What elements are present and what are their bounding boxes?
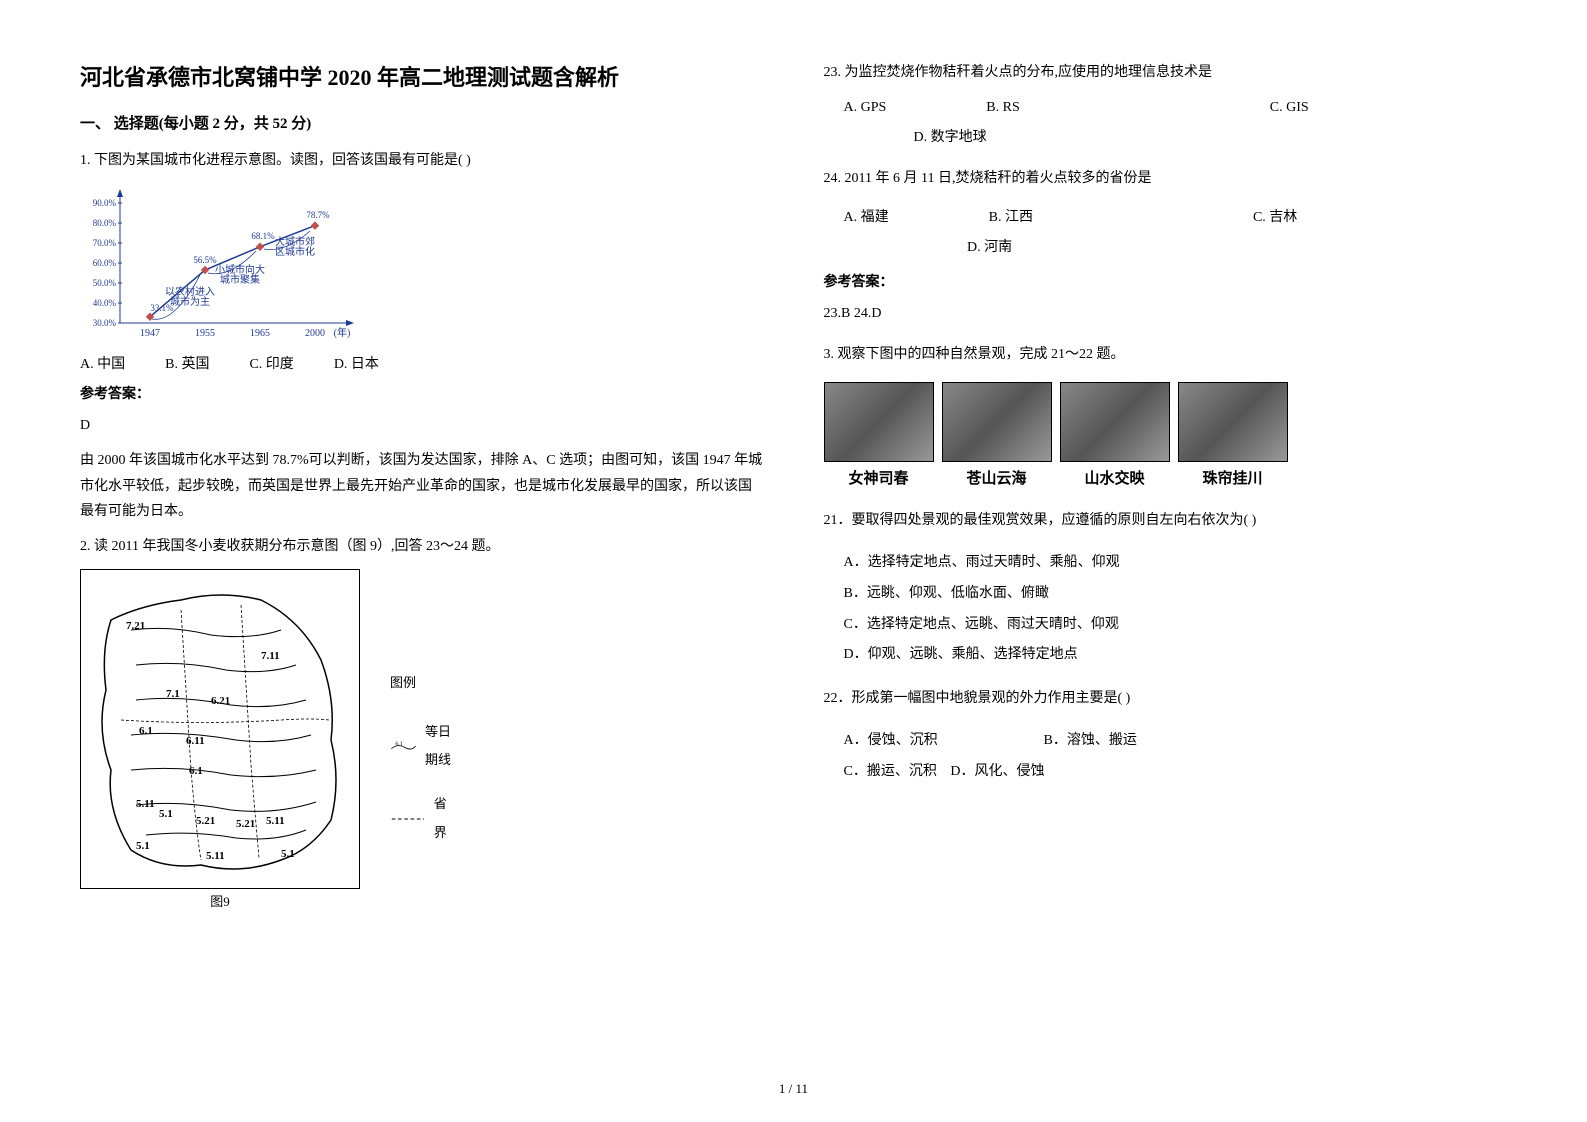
wheat-harvest-map: 7.21 7.11 7.1 6.21 6.1 6.11 6.1 5.11 5.1…	[80, 569, 460, 909]
q22-opt-b: B．溶蚀、搬运	[1044, 726, 1137, 757]
map-date-12: 5.1	[136, 840, 150, 852]
q3-stem: 3. 观察下图中的四种自然景观，完成 21～22 题。	[824, 342, 1508, 367]
map-figure-label: 图9	[210, 891, 230, 910]
data-label-3: 78.7%	[306, 210, 330, 220]
ytick-60: 60.0%	[93, 258, 117, 268]
svg-text:6.1: 6.1	[395, 742, 403, 748]
q23-24-answers: 23.B 24.D	[824, 301, 1508, 326]
x-axis-label: (年)	[334, 326, 351, 339]
q22-stem: 22．形成第一幅图中地貌景观的外力作用主要是( )	[824, 686, 1508, 711]
xtick-2000: 2000	[305, 328, 325, 339]
q23-options: A. GPS B. RS C. GIS	[844, 100, 1508, 116]
q22-opt-d: D．风化、侵蚀	[950, 764, 1044, 779]
annot-0-line2: 城市为主	[170, 295, 210, 308]
map-date-14: 5.1	[281, 848, 295, 860]
q21-opt-b: B．远眺、仰观、低临水面、俯瞰	[844, 579, 1508, 610]
legend-isoline-label: 等日期线	[425, 718, 460, 775]
map-date-5: 6.11	[186, 735, 205, 747]
landscape-labels: 女神司春 苍山云海 山水交映 珠帘挂川	[824, 467, 1508, 488]
map-date-10: 5.21	[236, 818, 255, 830]
landscape-img-3	[1178, 382, 1288, 462]
q24-opt-a: A. 福建	[844, 206, 889, 226]
map-date-1: 7.11	[261, 650, 280, 662]
ytick-80: 80.0%	[93, 218, 117, 228]
annot-2-line2: 区城市化	[275, 245, 315, 258]
q24-options-row1: A. 福建 B. 江西 C. 吉林	[844, 206, 1508, 226]
urbanization-chart: 30.0% 40.0% 50.0% 60.0% 70.0% 80.0% 90.0…	[80, 183, 360, 343]
q21-stem: 21．要取得四处景观的最佳观赏效果，应遵循的原则自左向右依次为( )	[824, 508, 1508, 533]
map-date-6: 6.1	[189, 765, 203, 777]
q1-options: A. 中国 B. 英国 C. 印度 D. 日本	[80, 353, 764, 373]
annot-1-line2: 城市聚集	[220, 273, 260, 286]
q1-answer-header: 参考答案：	[80, 383, 764, 403]
landscape-label-0: 女神司春	[824, 467, 934, 488]
landscape-img-2	[1060, 382, 1170, 462]
q23-stem: 23. 为监控焚烧作物秸秆着火点的分布,应使用的地理信息技术是	[824, 60, 1508, 85]
map-date-2: 7.1	[166, 688, 180, 700]
q22-opt-c: C．搬运、沉积	[844, 764, 937, 779]
map-date-11: 5.11	[266, 815, 285, 827]
q24-opt-d: D. 河南	[967, 240, 1012, 255]
landscape-label-2: 山水交映	[1060, 467, 1170, 488]
legend-province: 省 界	[390, 790, 460, 847]
q21-opt-c: C．选择特定地点、远眺、雨过天晴时、仰观	[844, 610, 1508, 641]
q21-opt-d: D．仰观、远眺、乘船、选择特定地点	[844, 640, 1508, 671]
legend-title: 图例	[390, 669, 460, 698]
landscape-images	[824, 382, 1508, 462]
q1-explanation: 由 2000 年该国城市化水平达到 78.7%可以判断，该国为发达国家，排除 A…	[80, 448, 764, 524]
legend-province-label: 省 界	[434, 790, 460, 847]
map-legend: 图例 6.1 等日期线 省 界	[390, 569, 460, 909]
legend-isoline: 6.1 等日期线	[390, 718, 460, 775]
q23-opt-b: B. RS	[986, 100, 1019, 116]
q1-stem: 1. 下图为某国城市化进程示意图。读图，回答该国最有可能是( )	[80, 148, 764, 173]
q24-opt-c: C. 吉林	[1253, 206, 1297, 226]
q23-opt-a: A. GPS	[844, 100, 887, 116]
xtick-1965: 1965	[250, 328, 270, 339]
q1-opt-d: D. 日本	[334, 353, 379, 373]
data-label-2: 68.1%	[251, 231, 275, 241]
q1-opt-c: C. 印度	[249, 353, 293, 373]
q24-stem: 24. 2011 年 6 月 11 日,焚烧秸秆的着火点较多的省份是	[824, 166, 1508, 191]
q21-opt-a: A．选择特定地点、雨过天晴时、乘船、仰观	[844, 548, 1508, 579]
map-date-7: 5.11	[136, 798, 155, 810]
ytick-40: 40.0%	[93, 298, 117, 308]
landscape-label-1: 苍山云海	[942, 467, 1052, 488]
q22-options: A．侵蚀、沉积 B．溶蚀、搬运 C．搬运、沉积 D．风化、侵蚀	[844, 726, 1508, 788]
q24-opt-b: B. 江西	[989, 206, 1033, 226]
q24-answer-header: 参考答案：	[824, 271, 1508, 291]
q2-stem: 2. 读 2011 年我国冬小麦收获期分布示意图（图 9）,回答 23～24 题…	[80, 534, 764, 559]
q21-options: A．选择特定地点、雨过天晴时、乘船、仰观 B．远眺、仰观、低临水面、俯瞰 C．选…	[844, 548, 1508, 671]
map-date-4: 6.1	[139, 725, 153, 737]
map-date-3: 6.21	[211, 695, 230, 707]
page-number: 1 / 11	[779, 1081, 808, 1097]
q23-opt-c: C. GIS	[1270, 100, 1309, 116]
map-date-9: 5.21	[196, 815, 215, 827]
landscape-img-0	[824, 382, 934, 462]
ytick-70: 70.0%	[93, 238, 117, 248]
landscape-label-3: 珠帘挂川	[1178, 467, 1288, 488]
map-date-8: 5.1	[159, 808, 173, 820]
ytick-50: 50.0%	[93, 278, 117, 288]
q22-opt-a: A．侵蚀、沉积	[844, 726, 1044, 757]
section-header: 一、 选择题(每小题 2 分，共 52 分)	[80, 112, 764, 133]
ytick-90: 90.0%	[93, 198, 117, 208]
landscape-img-1	[942, 382, 1052, 462]
xtick-1955: 1955	[195, 328, 215, 339]
xtick-1947: 1947	[140, 328, 160, 339]
q1-opt-b: B. 英国	[165, 353, 209, 373]
map-date-13: 5.11	[206, 850, 225, 862]
data-label-1: 56.5%	[193, 255, 217, 265]
ytick-30: 30.0%	[93, 318, 117, 328]
q1-answer: D	[80, 413, 764, 438]
q23-opt-d: D. 数字地球	[914, 126, 1508, 146]
q1-opt-a: A. 中国	[80, 353, 125, 373]
document-title: 河北省承德市北窝铺中学 2020 年高二地理测试题含解析	[80, 60, 764, 92]
map-date-0: 7.21	[126, 620, 145, 632]
